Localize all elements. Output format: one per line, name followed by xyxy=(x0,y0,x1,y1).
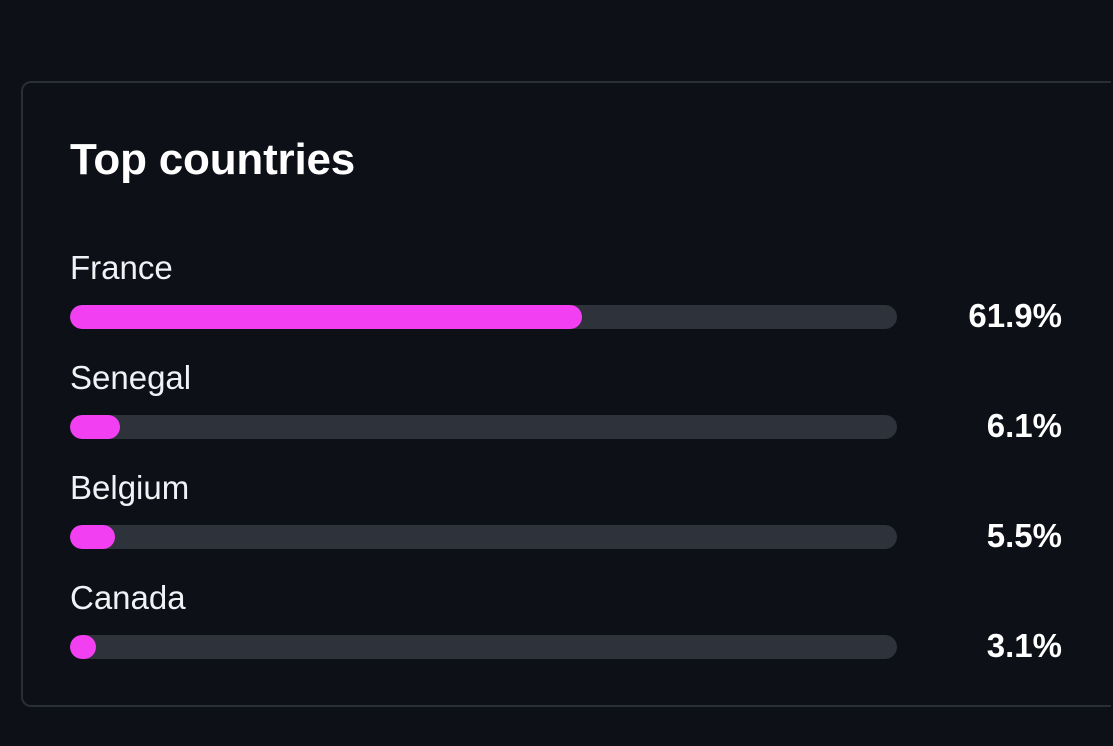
progress-bar-fill xyxy=(70,525,116,549)
country-percentage: 3.1% xyxy=(986,627,1062,664)
country-row-senegal: Senegal 6.1% xyxy=(70,356,1070,466)
top-countries-card: Top countries France 61.9% Senegal 6.1% … xyxy=(21,81,1111,707)
country-name: Belgium xyxy=(70,469,190,506)
country-name: France xyxy=(70,249,173,286)
progress-bar-track xyxy=(70,525,897,549)
country-row-canada: Canada 3.1% xyxy=(70,576,1070,686)
progress-bar-fill xyxy=(70,635,96,659)
progress-bar-track xyxy=(70,305,897,329)
country-row-belgium: Belgium 5.5% xyxy=(70,466,1070,576)
country-row-france: France 61.9% xyxy=(70,246,1070,356)
country-name: Canada xyxy=(70,579,186,616)
card-title: Top countries xyxy=(70,135,356,184)
country-percentage: 61.9% xyxy=(968,297,1062,334)
country-percentage: 6.1% xyxy=(986,407,1062,444)
progress-bar-fill xyxy=(70,415,121,439)
country-percentage: 5.5% xyxy=(986,517,1062,554)
progress-bar-track xyxy=(70,635,897,659)
progress-bar-fill xyxy=(70,305,582,329)
country-name: Senegal xyxy=(70,359,192,396)
progress-bar-track xyxy=(70,415,897,439)
country-list: France 61.9% Senegal 6.1% Belgium 5.5% C… xyxy=(70,246,1070,686)
